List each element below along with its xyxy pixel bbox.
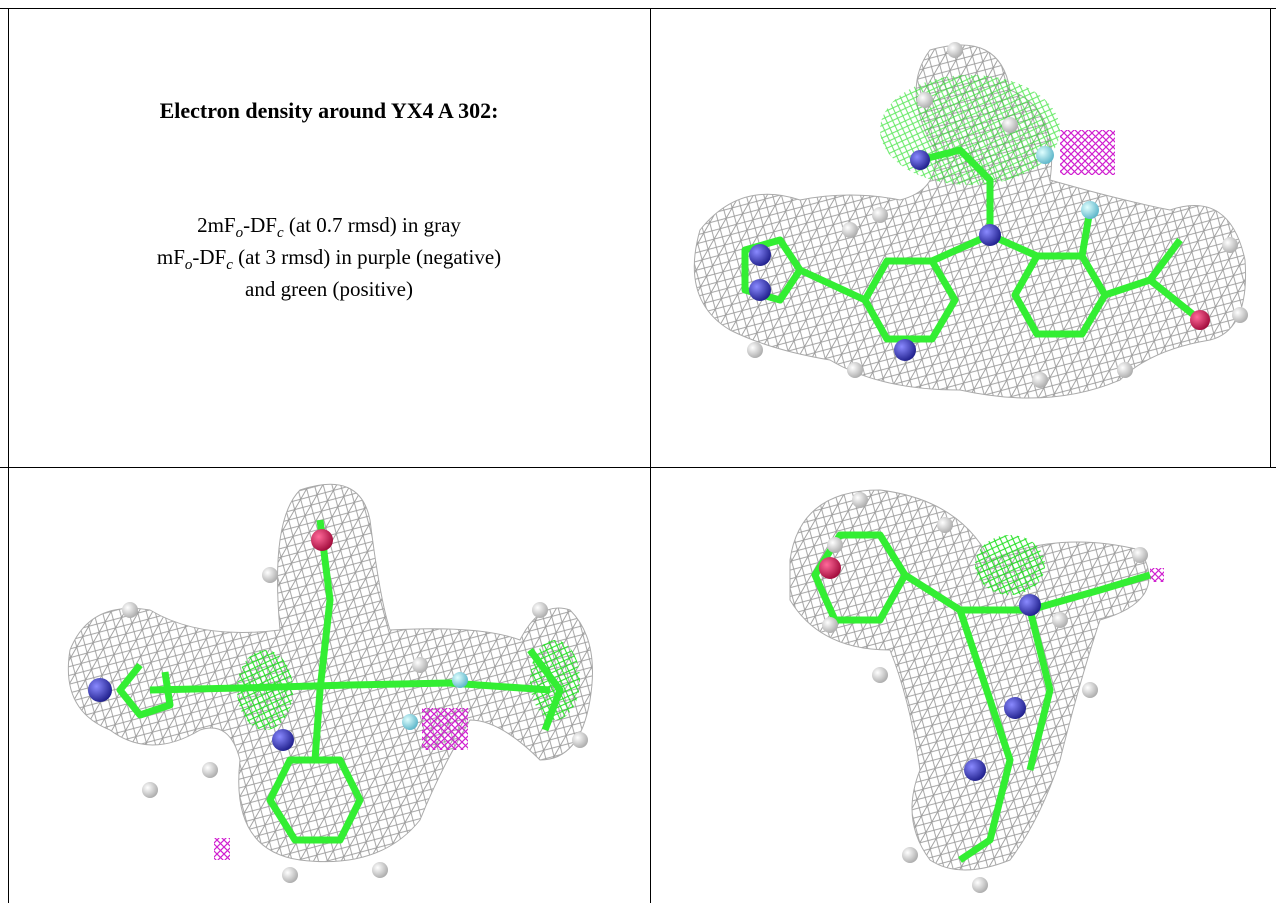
caption-line: 2mFo-DFc (at 0.7 rmsd) in gray xyxy=(197,213,461,241)
subscript: o xyxy=(236,225,244,241)
subscript: o xyxy=(185,257,193,273)
panel-title: Electron density around YX4 A 302: xyxy=(160,98,499,123)
caption-text: (at 3 rmsd) in purple (negative) xyxy=(233,245,501,269)
subscript: c xyxy=(277,225,284,241)
caption-text: 2mF xyxy=(197,213,236,237)
caption-line: mFo-DFc (at 3 rmsd) in purple (negative) xyxy=(157,245,501,273)
caption-text: (at 0.7 rmsd) in gray xyxy=(284,213,462,237)
caption-text: -DF xyxy=(243,213,277,237)
caption-line: and green (positive) xyxy=(245,277,413,301)
density-view-3 xyxy=(789,489,1164,893)
caption-text: and green (positive) xyxy=(245,277,413,301)
density-view-2 xyxy=(67,483,593,883)
caption-text: mF xyxy=(157,245,185,269)
caption-text: -DF xyxy=(192,245,226,269)
subscript: c xyxy=(226,257,233,273)
table-grid xyxy=(0,8,1276,903)
density-view-1 xyxy=(693,42,1248,399)
